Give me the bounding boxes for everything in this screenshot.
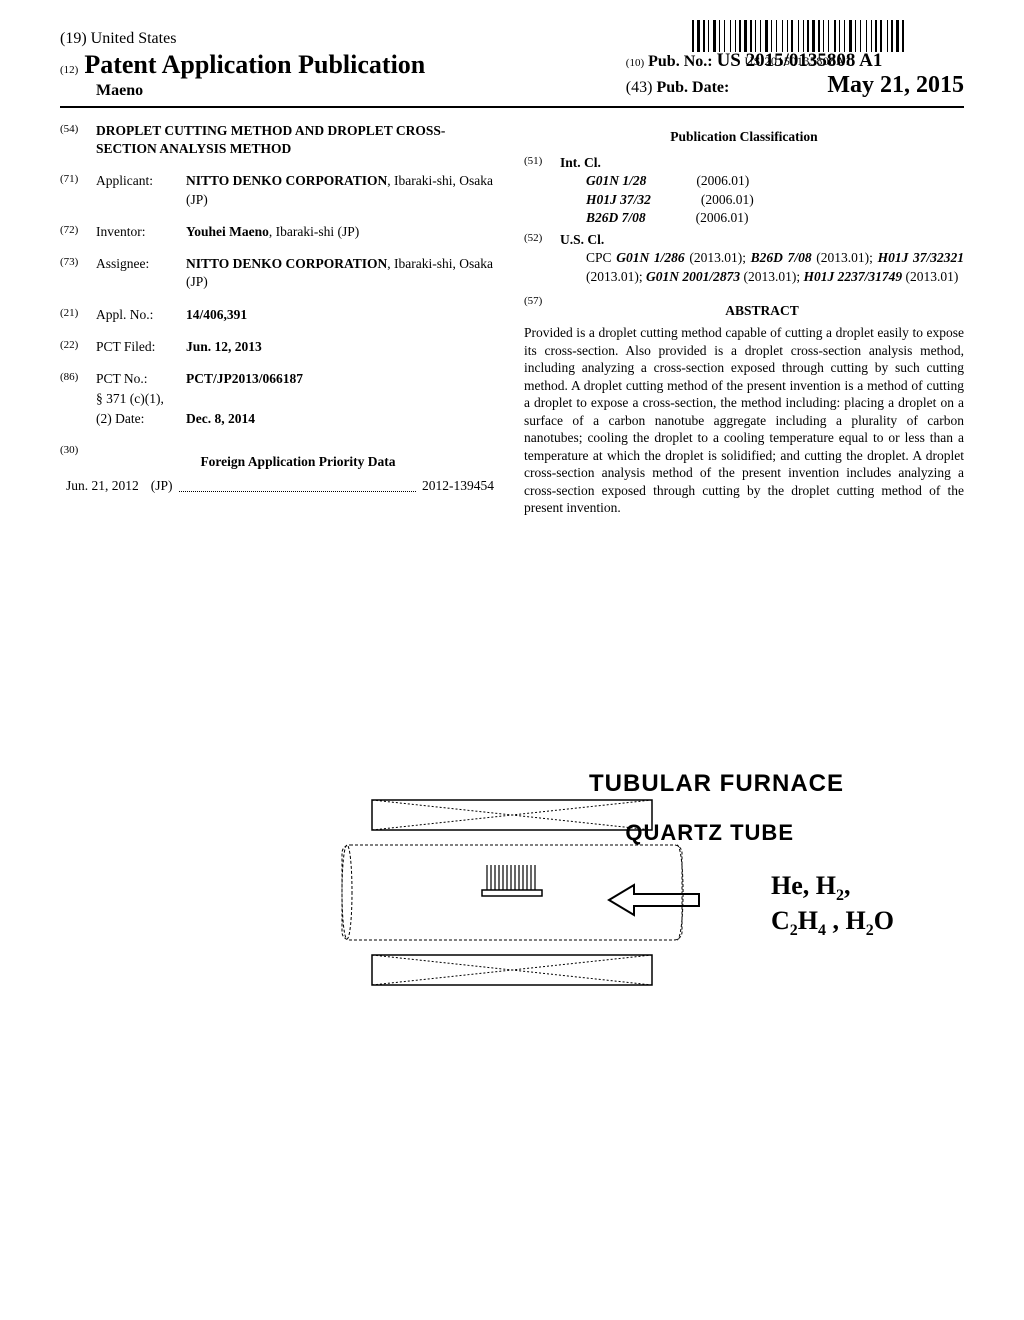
intcl-label: Int. Cl. [560, 155, 601, 170]
barcode [692, 20, 904, 52]
country-tag: (19) [60, 30, 87, 47]
intcl-item: B26D 7/08(2006.01) [586, 209, 964, 227]
gas-l2g: O [874, 906, 894, 935]
gas-l2f: 2 [866, 923, 874, 940]
applno-tag: (21) [60, 306, 96, 324]
inventor-tag: (72) [60, 223, 96, 241]
cpc-block: CPC G01N 1/286 (2013.01); B26D 7/08 (201… [586, 249, 964, 285]
applicant-value: NITTO DENKO CORPORATION, Ibaraki-shi, Os… [186, 172, 500, 208]
abstract-tag: (57) [524, 294, 560, 324]
pctno-tag: (86) [60, 370, 96, 388]
applno-value: 14/406,391 [186, 307, 247, 322]
s371-date-value: Dec. 8, 2014 [186, 411, 255, 426]
gas-l2d: 4 [818, 923, 826, 940]
pctno-field: (86) PCT No.: PCT/JP2013/066187 [60, 370, 500, 388]
pctno-value: PCT/JP2013/066187 [186, 371, 303, 386]
substrate-icon [482, 865, 542, 896]
intcl-row: (51) Int. Cl. [524, 154, 964, 172]
uscl-label: U.S. Cl. [560, 232, 604, 247]
gas-l2e: , H [826, 906, 866, 935]
applicant-field: (71) Applicant: NITTO DENKO CORPORATION,… [60, 172, 500, 208]
gas-l2b: 2 [790, 923, 798, 940]
columns: (54) DROPLET CUTTING METHOD AND DROPLET … [60, 122, 964, 517]
title-tag: (54) [60, 122, 96, 158]
dots [179, 477, 416, 492]
inventor-label: Inventor: [96, 223, 186, 241]
pctfiled-field: (22) PCT Filed: Jun. 12, 2013 [60, 338, 500, 356]
intcl-list: G01N 1/28(2006.01)H01J 37/32(2006.01)B26… [524, 172, 964, 227]
figure-area: TUBULAR FURNACE QUARTZ TUBE [0, 790, 1024, 1010]
foreign-line: Jun. 21, 2012 (JP) 2012-139454 [60, 477, 500, 495]
pubdate-label: Pub. Date: [656, 79, 729, 96]
gas-label: He, H2, C2H4 , H2O [771, 870, 894, 941]
gas-l1b: 2 [836, 887, 844, 904]
intcl-item: G01N 1/28(2006.01) [586, 172, 964, 190]
foreign-heading-row: (30) Foreign Application Priority Data [60, 443, 500, 477]
foreign-heading: Foreign Application Priority Data [96, 453, 500, 471]
applicant-bold: NITTO DENKO CORPORATION [186, 173, 387, 188]
s371-date-field: (2) Date: Dec. 8, 2014 [60, 410, 500, 428]
gas-l1c: , [844, 871, 851, 900]
left-column: (54) DROPLET CUTTING METHOD AND DROPLET … [60, 122, 500, 517]
s371-field: § 371 (c)(1), [60, 390, 500, 408]
pub-tag: (12) [60, 64, 78, 76]
abstract-heading: ABSTRACT [560, 302, 964, 320]
foreign-date: Jun. 21, 2012 [66, 477, 139, 495]
inventor-field: (72) Inventor: Youhei Maeno, Ibaraki-shi… [60, 223, 500, 241]
assignee-value: NITTO DENKO CORPORATION, Ibaraki-shi, Os… [186, 255, 500, 291]
intcl-tag: (51) [524, 154, 560, 172]
cpc-label: CPC [586, 250, 612, 265]
applicant-tag: (71) [60, 172, 96, 208]
gas-arrow [604, 880, 704, 925]
pctno-label: PCT No.: [96, 370, 186, 388]
applno-field: (21) Appl. No.: 14/406,391 [60, 306, 500, 324]
pub-type-line: (12) Patent Application Publication [60, 50, 425, 80]
barcode-text: US 20150135808A1 [692, 54, 904, 69]
assignee-bold: NITTO DENKO CORPORATION [186, 256, 387, 271]
right-column: Publication Classification (51) Int. Cl.… [524, 122, 964, 517]
applicant-label: Applicant: [96, 172, 186, 208]
title-field: (54) DROPLET CUTTING METHOD AND DROPLET … [60, 122, 500, 158]
abstract-heading-row: (57) ABSTRACT [524, 294, 964, 324]
assignee-tag: (73) [60, 255, 96, 291]
pubdate-tag: (43) [626, 79, 653, 96]
abstract-text: Provided is a droplet cutting method cap… [524, 324, 964, 517]
gas-l1a: He, H [771, 871, 836, 900]
quartz-label: QUARTZ TUBE [625, 820, 794, 846]
gas-l2a: C [771, 906, 790, 935]
pctfiled-label: PCT Filed: [96, 338, 186, 356]
applno-label: Appl. No.: [96, 306, 186, 324]
pub-type: Patent Application Publication [84, 50, 425, 80]
inventor-value: Youhei Maeno, Ibaraki-shi (JP) [186, 223, 500, 241]
foreign-country: (JP) [151, 477, 173, 495]
uscl-row: (52) U.S. Cl. [524, 231, 964, 249]
intcl-item: H01J 37/32(2006.01) [586, 191, 964, 209]
pctfiled-value: Jun. 12, 2013 [186, 339, 262, 354]
pubdate-block: (43) Pub. Date: May 21, 2015 [626, 72, 964, 99]
inventor-rest: , Ibaraki-shi (JP) [269, 224, 359, 239]
pubno-tag: (10) [626, 57, 644, 69]
s371-label: § 371 (c)(1), [96, 390, 186, 408]
barcode-region: US 20150135808A1 [692, 20, 904, 69]
furnace-label: TUBULAR FURNACE [589, 770, 844, 798]
s371-date-label: (2) Date: [96, 410, 186, 428]
title-value: DROPLET CUTTING METHOD AND DROPLET CROSS… [96, 122, 500, 158]
inventor-bold: Youhei Maeno [186, 224, 269, 239]
assignee-label: Assignee: [96, 255, 186, 291]
gas-l2c: H [798, 906, 818, 935]
classification-heading: Publication Classification [524, 128, 964, 146]
inventor-surname: Maeno [96, 82, 425, 100]
pubdate-value: May 21, 2015 [827, 72, 964, 98]
assignee-field: (73) Assignee: NITTO DENKO CORPORATION, … [60, 255, 500, 291]
country-name: United States [91, 30, 177, 47]
uscl-tag: (52) [524, 231, 560, 249]
cpc-text: G01N 1/286 (2013.01); B26D 7/08 (2013.01… [586, 250, 964, 283]
foreign-number: 2012-139454 [422, 477, 494, 495]
pctfiled-tag: (22) [60, 338, 96, 356]
divider-top [60, 106, 964, 108]
foreign-tag: (30) [60, 443, 96, 477]
